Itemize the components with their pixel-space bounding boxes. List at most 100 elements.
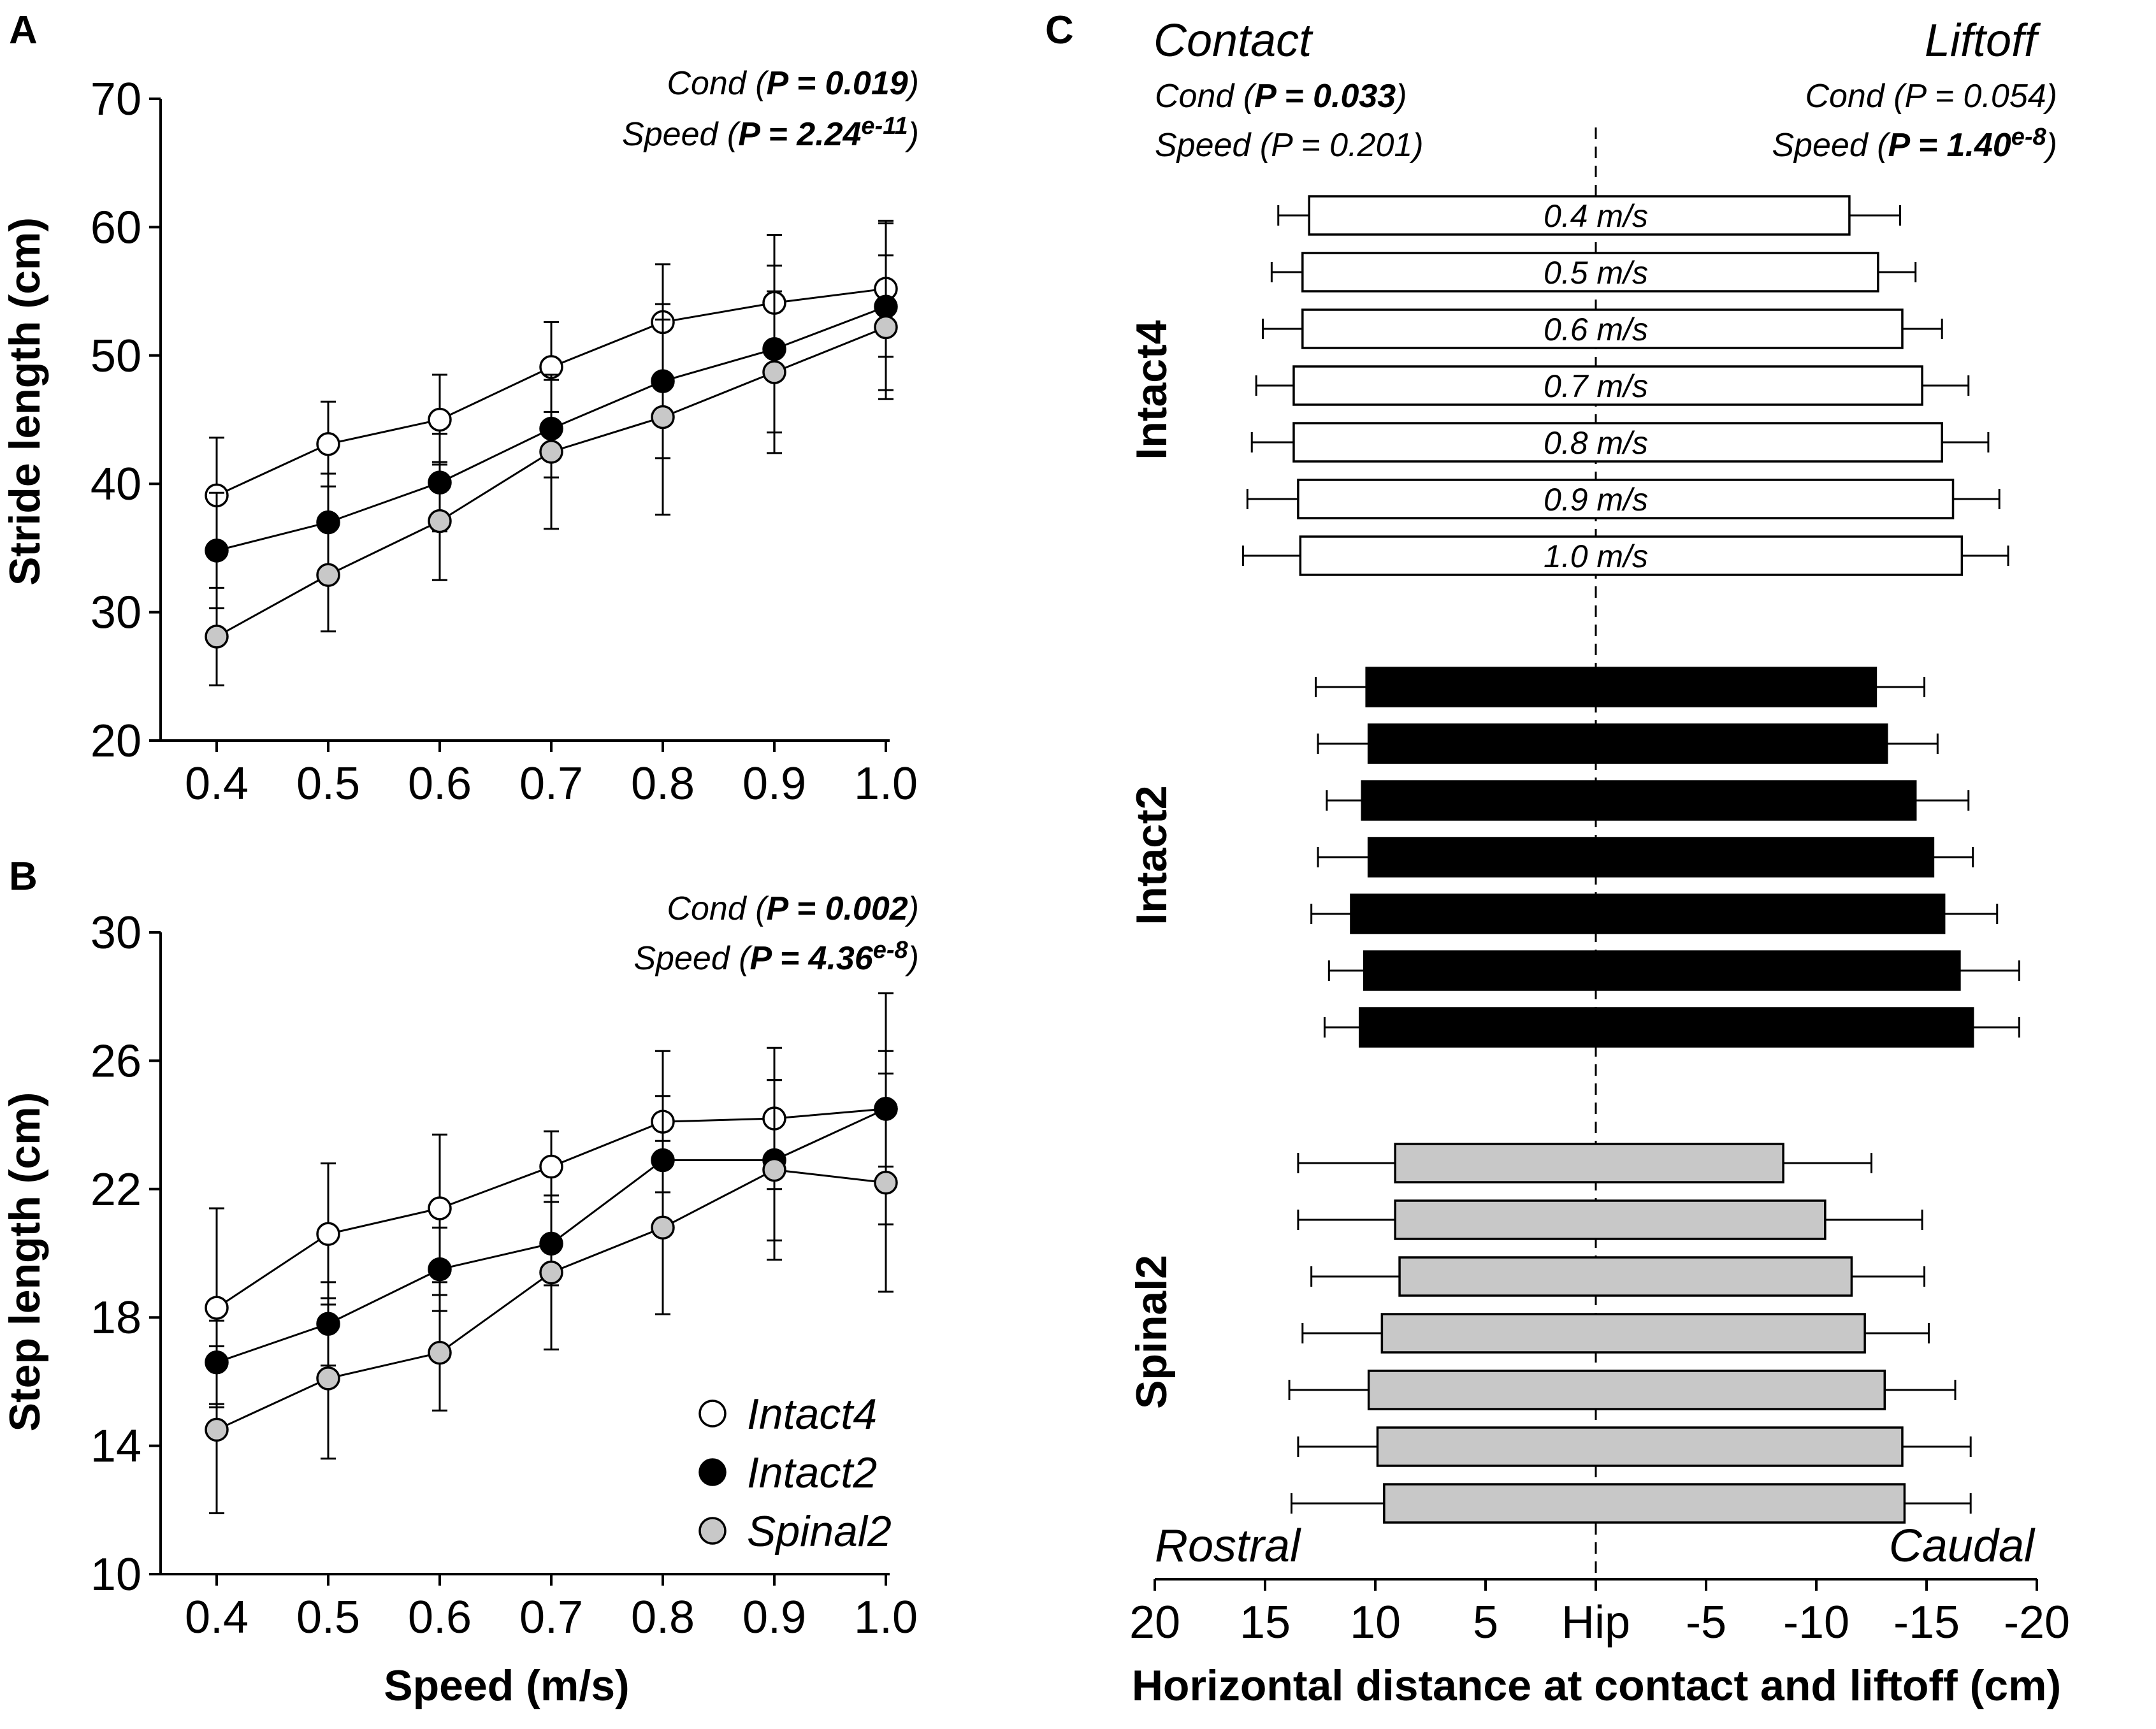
legend-label-spinal2: Spinal2 [747,1507,892,1556]
bar-speed-label: 0.9 m/s [1544,482,1648,517]
x-tick-label-a: 0.7 [519,758,583,809]
x-tick-label-c: -5 [1686,1597,1726,1648]
y-tick-label-a: 50 [90,331,141,382]
x-tick-label-a: 0.5 [296,758,360,809]
bar-intact2-1-0-m-s [1359,1007,1974,1048]
x-axis-title-c: Horizontal distance at contact and lifto… [1132,1661,2061,1710]
legend-marker-spinal2 [698,1517,727,1545]
data-point-spinal2 [651,1215,675,1240]
x-tick-label-c: 20 [1129,1597,1180,1648]
bar-spinal2-1-0-m-s [1383,1483,1906,1524]
bar-intact2-0-5-m-s [1367,723,1888,764]
legend-label-intact4: Intact4 [747,1390,877,1438]
y-tick-label-a: 60 [90,202,141,253]
data-point-spinal2 [316,563,340,587]
stat-speed-a: Speed (P = 2.24e-11) [622,113,919,153]
bar-spinal2-0-4-m-s [1394,1143,1784,1183]
y-tick-label-a: 40 [90,459,141,510]
group-label-spinal2: Spinal2 [1127,1255,1176,1409]
plot-area-a: 20 30 40 50 60 70 0.4 0.5 0.6 0.7 0.8 0.9 1.0 [90,74,918,809]
bar-spinal2-0-8-m-s [1367,1370,1886,1410]
stat-speed-b: Speed (P = 4.36e-8) [633,937,919,977]
y-tick-label-b: 30 [90,908,141,959]
bar-intact4-0-7-m-s [1292,365,1923,406]
stat-cond-a: Cond (P = 0.019) [667,65,919,102]
bar-spinal2-0-9-m-s [1376,1426,1904,1467]
contact-title: Contact [1154,15,1313,66]
data-point-intact2 [205,539,229,563]
bar-spinal2-0-6-m-s [1398,1256,1853,1297]
data-point-intact4 [428,407,452,432]
bar-speed-label: 0.4 m/s [1544,198,1648,234]
bar-intact4-0-5-m-s [1301,252,1879,293]
y-tick-label-a: 30 [90,588,141,639]
y-tick-label-b: 26 [90,1036,141,1087]
data-point-spinal2 [428,1340,452,1365]
bar-intact2-0-7-m-s [1367,837,1935,878]
y-tick-label-b: 22 [90,1164,141,1215]
legend-label-intact2: Intact2 [747,1449,877,1497]
panel-letter-a: A [9,8,38,52]
data-point-spinal2 [539,1260,563,1285]
bar-intact2-0-8-m-s [1350,893,1946,934]
rostral-label: Rostral [1155,1521,1301,1572]
legend: Intact4 Intact2 Spinal2 [698,1390,892,1556]
bar-intact4-1-0-m-s [1299,535,1964,576]
x-tick-label-b: 0.7 [519,1592,583,1643]
data-point-intact4 [316,1222,340,1247]
bar-speed-label: 0.5 m/s [1544,255,1648,291]
bar-intact4-0-4-m-s [1308,195,1851,236]
x-tick-label-c: 10 [1350,1597,1401,1648]
x-tick-label-a: 0.4 [185,758,249,809]
bar-spinal2-0-5-m-s [1394,1199,1827,1240]
bar-intact4-0-6-m-s [1301,308,1904,349]
bar-group-intact4: 0.4 m/s 0.5 m/s 0.6 m/s 0.7 m/s 0.8 m/s 0.9 m… [1241,195,2009,576]
x-tick-label-a: 0.8 [631,758,695,809]
bar-group-spinal2 [1288,1143,1972,1524]
data-point-intact4 [205,1296,229,1320]
stat-cond-contact: Cond (P = 0.033) [1155,78,1407,115]
bar-intact2-0-9-m-s [1363,950,1961,991]
bar-intact2-0-6-m-s [1361,780,1917,821]
bar-speed-label: 0.7 m/s [1544,368,1648,404]
stat-cond-liftoff: Cond (P = 0.054) [1805,78,2057,115]
liftoff-title: Liftoff [1925,15,2041,66]
x-tick-label-c: -10 [1783,1597,1849,1648]
y-tick-label-b: 10 [90,1549,141,1600]
data-point-spinal2 [874,1170,898,1195]
x-tick-label-a: 0.6 [408,758,472,809]
data-point-spinal2 [762,360,786,384]
y-tick-label-a: 70 [90,74,141,125]
stat-speed-contact: Speed (P = 0.201) [1155,127,1424,164]
series-spinal2-a [205,254,898,686]
data-point-spinal2 [205,625,229,649]
plot-area-b: 10 14 18 22 26 30 0.4 0.5 0.6 0.7 0.8 0.9 1.0 [90,908,918,1643]
x-tick-label-c: 15 [1240,1597,1291,1648]
panel-letter-b: B [9,855,38,899]
y-tick-label-a: 20 [90,716,141,767]
bar-speed-label: 0.8 m/s [1544,425,1648,461]
panel-letter-c: C [1045,8,1074,52]
data-point-spinal2 [651,405,675,430]
bar-intact4-0-8-m-s [1292,422,1943,463]
x-tick-label-b: 0.9 [742,1592,806,1643]
legend-marker-intact4 [698,1400,727,1428]
data-point-spinal2 [762,1157,786,1182]
series-spinal2-b [205,1073,898,1514]
x-tick-label-b: 0.5 [296,1592,360,1643]
stat-speed-liftoff: Speed (P = 1.40e-8) [1772,124,2057,164]
bar-speed-label: 0.6 m/s [1544,312,1648,347]
bar-group-intact2 [1310,667,2020,1048]
data-point-intact4 [539,1154,563,1179]
legend-marker-intact2 [698,1458,727,1486]
y-tick-label-b: 18 [90,1292,141,1343]
data-point-spinal2 [428,509,452,533]
x-tick-label-b: 1.0 [854,1592,918,1643]
x-tick-label-c: Hip [1561,1597,1630,1648]
bar-intact2-0-4-m-s [1365,667,1877,707]
data-point-intact4 [316,432,340,456]
panel-b-step-length: B Step length (cm) Speed (m/s) Cond (P =… [1,855,919,1710]
plot-area-c: 20 15 10 5 Hip -5 -10 -15 -20 0.4 m/s 0.5 m/s 0.6 m… [1129,127,2070,1648]
bar-speed-label: 1.0 m/s [1544,539,1648,574]
